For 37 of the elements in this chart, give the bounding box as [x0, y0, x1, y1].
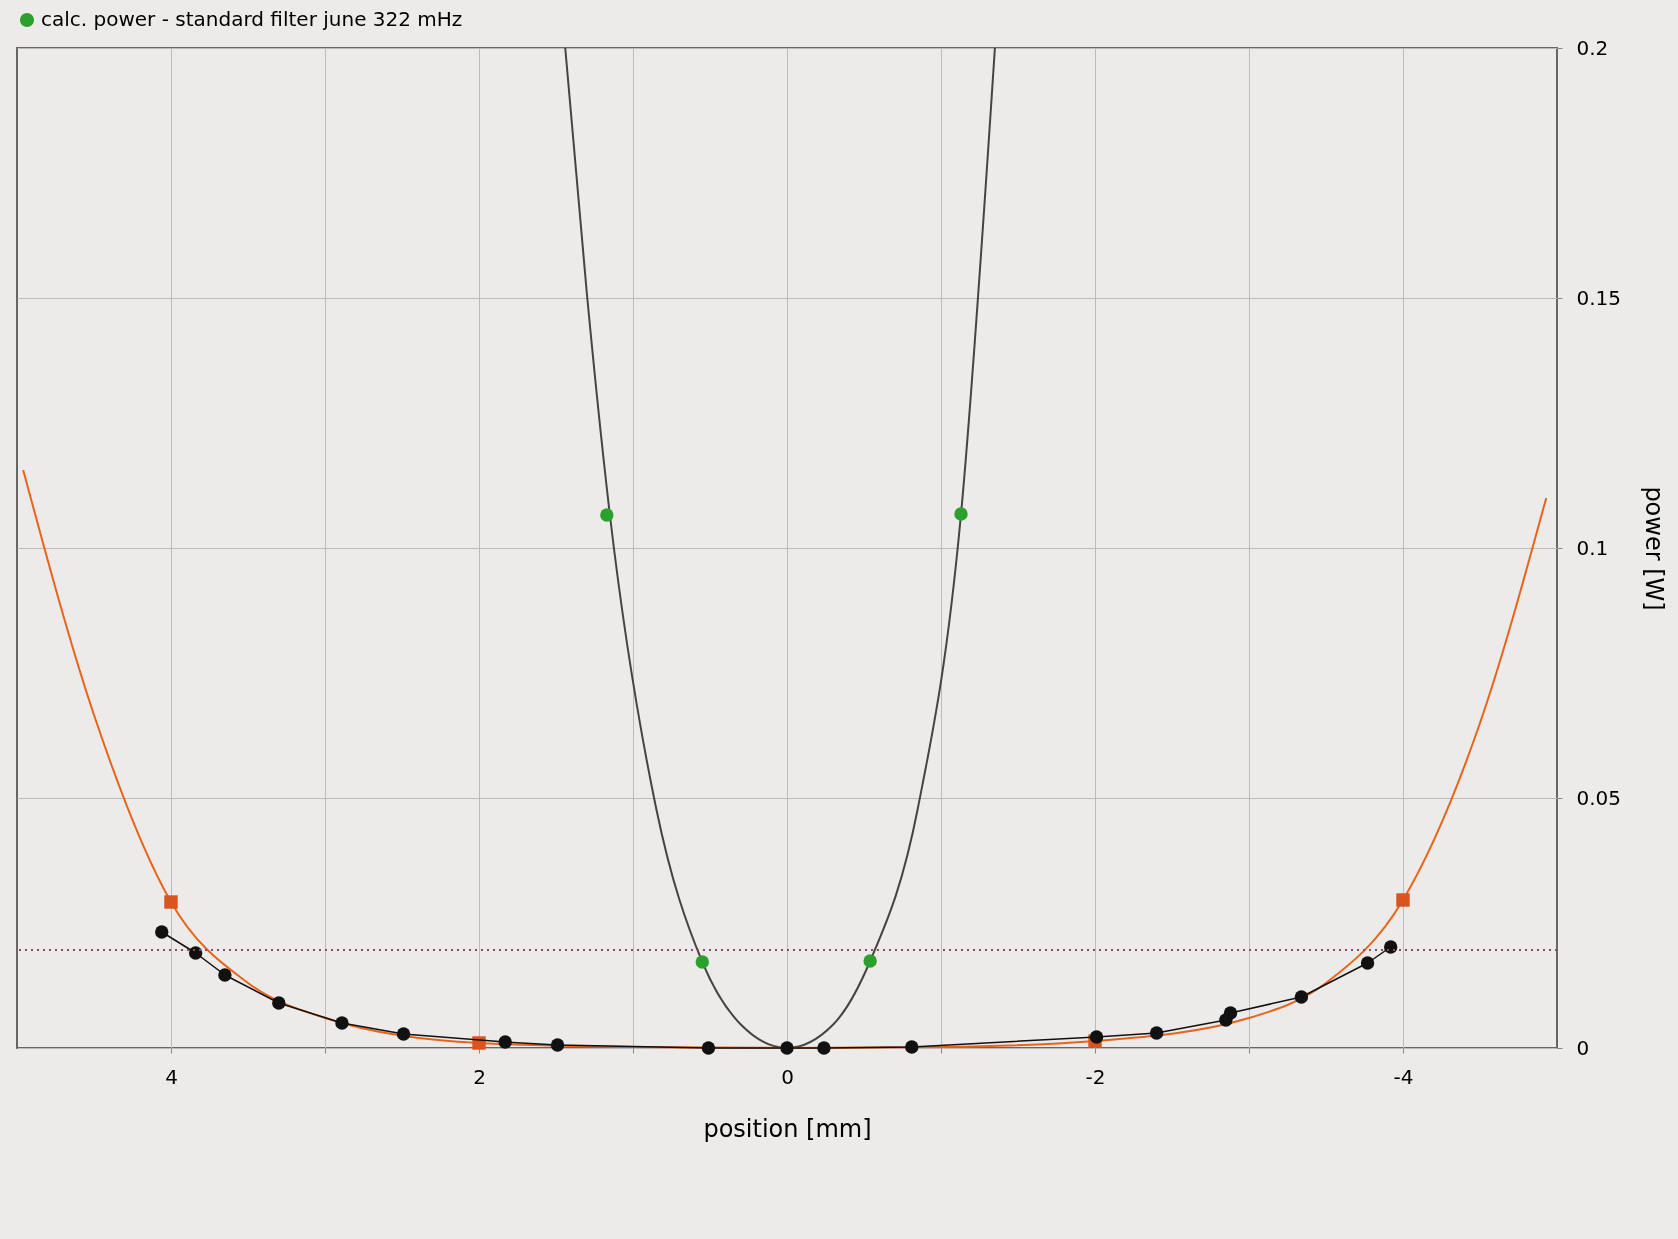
- y-axis-title: power [W]: [1640, 486, 1669, 611]
- point: [1396, 893, 1410, 907]
- point: [1294, 990, 1309, 1004]
- x-tick-label: 0: [781, 1064, 794, 1089]
- x-tick-label: -4: [1393, 1064, 1414, 1089]
- point: [695, 955, 710, 969]
- y-tick-label: 0.2: [1576, 35, 1609, 60]
- y-tick-label: 0.05: [1576, 785, 1622, 810]
- point: [1089, 1030, 1104, 1044]
- point: [1223, 1006, 1238, 1020]
- point: [218, 968, 232, 982]
- point: [335, 1016, 349, 1030]
- point: [1383, 940, 1398, 954]
- legend-label: calc. power - standard filter june 322 mHz: [41, 7, 463, 31]
- x-tick-label: 2: [473, 1064, 486, 1089]
- x-tick-label: -2: [1085, 1064, 1106, 1089]
- point: [954, 507, 968, 521]
- point: [600, 508, 614, 522]
- x-tick-label: 4: [165, 1064, 178, 1089]
- y-tick-label: 0.15: [1576, 285, 1622, 310]
- x-axis-title: position [mm]: [703, 1114, 872, 1143]
- point: [396, 1027, 411, 1041]
- point: [155, 925, 169, 939]
- point: [272, 996, 286, 1010]
- point: [701, 1041, 716, 1055]
- point: [905, 1040, 919, 1054]
- y-tick-label: 0: [1576, 1035, 1590, 1060]
- point: [863, 954, 877, 968]
- point: [164, 895, 178, 909]
- point: [780, 1041, 794, 1055]
- point: [188, 946, 203, 960]
- y-tick-label: 0.1: [1576, 535, 1609, 560]
- point: [817, 1041, 831, 1055]
- point: [1360, 956, 1375, 970]
- point: [1149, 1026, 1164, 1040]
- point: [498, 1035, 512, 1049]
- point: [550, 1038, 565, 1052]
